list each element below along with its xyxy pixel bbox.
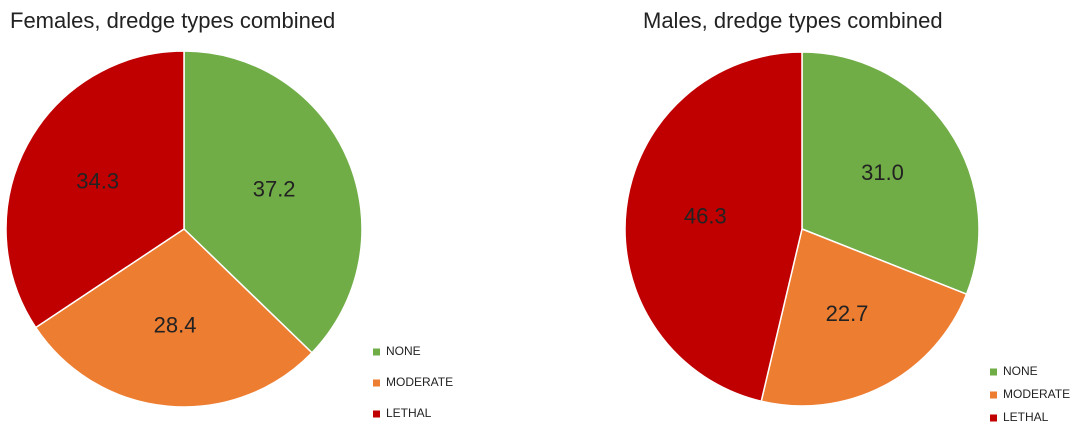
legend-label: MODERATE [1003, 387, 1070, 401]
legend-swatch [990, 414, 997, 422]
legend-label: LETHAL [386, 406, 432, 420]
pie-slice [5, 50, 185, 329]
pie-slice [34, 228, 313, 408]
legend-swatch [373, 348, 380, 356]
data-label: 46.3 [684, 204, 727, 229]
data-label: 28.4 [154, 312, 197, 337]
data-label: 31.0 [861, 160, 904, 185]
legend-label: MODERATE [386, 375, 453, 389]
chart-title: Males, dredge types combined [643, 8, 943, 33]
legend-label: LETHAL [1003, 410, 1049, 424]
data-label: 34.3 [76, 169, 119, 194]
data-label: 37.2 [253, 177, 296, 202]
legend-swatch [990, 391, 997, 399]
data-label: 22.7 [826, 301, 869, 326]
legend-swatch [990, 368, 997, 376]
pie-slice [183, 50, 363, 354]
pie-slice [760, 227, 968, 407]
pie-slice [624, 51, 803, 403]
chart-title: Females, dredge types combined [10, 8, 335, 33]
legend-swatch [373, 410, 380, 418]
legend-label: NONE [386, 344, 421, 358]
legend-label: NONE [1003, 364, 1038, 378]
legend-swatch [373, 379, 380, 387]
pie-slice [801, 51, 980, 296]
